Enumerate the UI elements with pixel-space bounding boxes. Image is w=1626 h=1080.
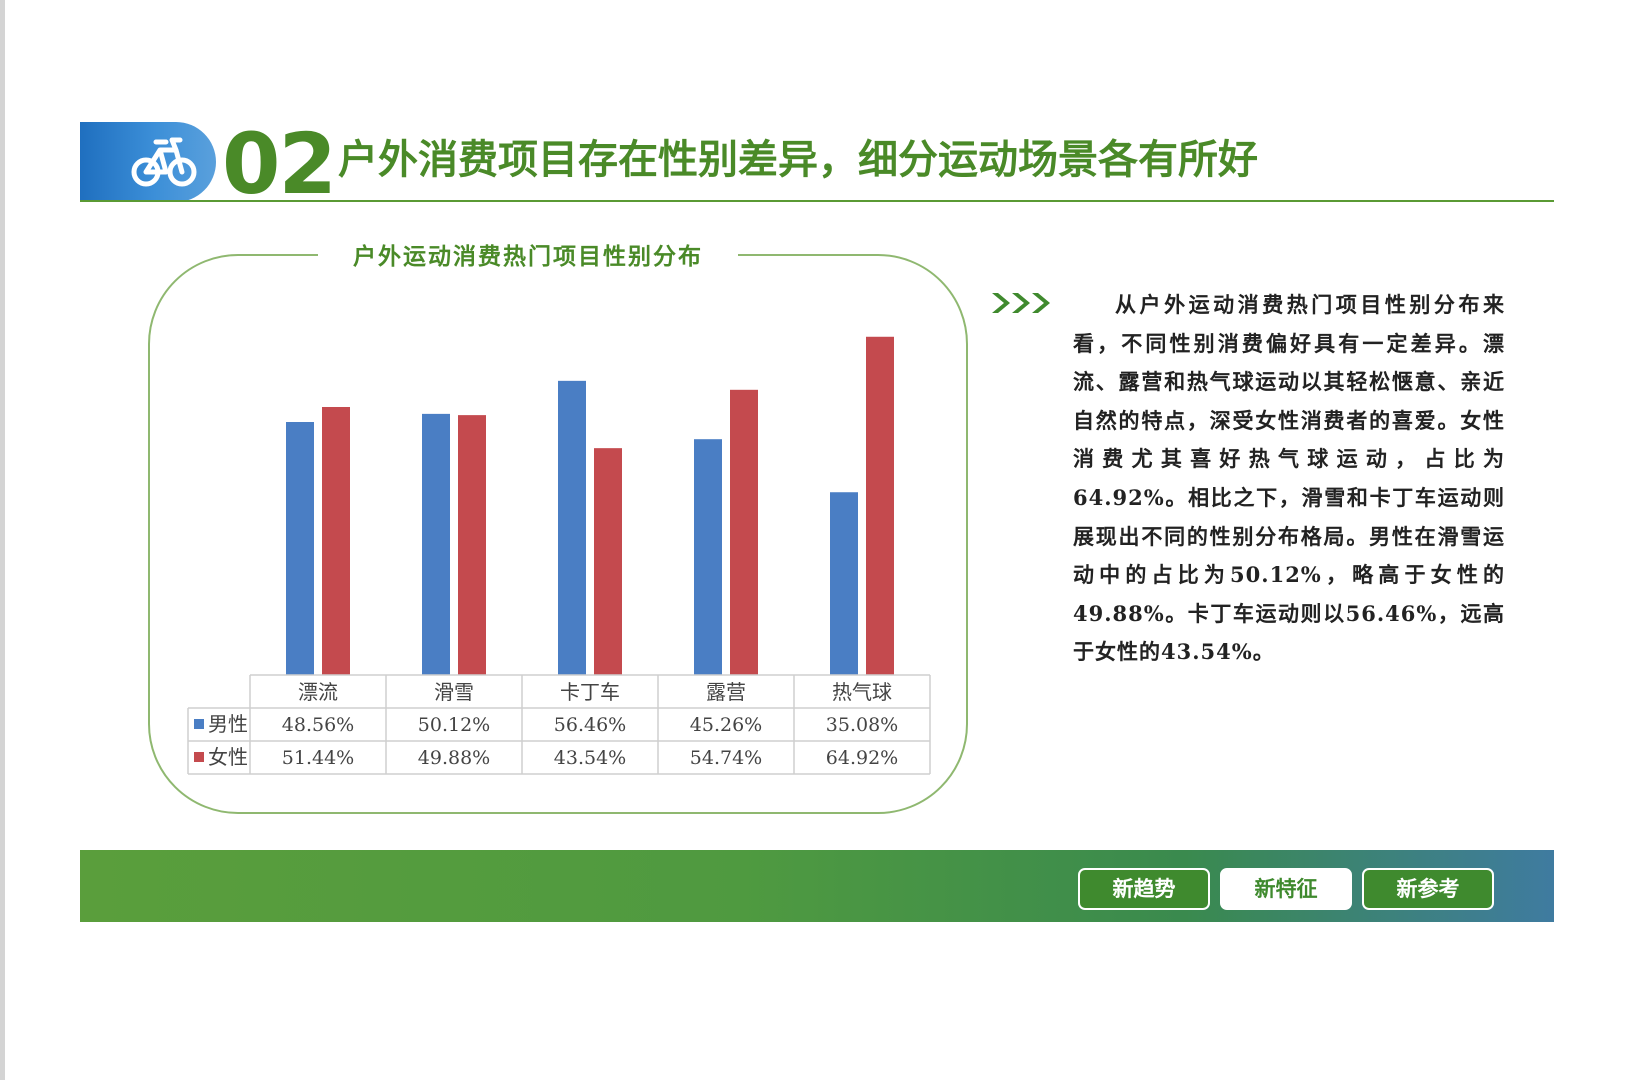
bar-male-0 xyxy=(286,422,314,675)
description-text: 从户外运动消费热门项目性别分布来看，不同性别消费偏好具有一定差异。漂流、露营和热… xyxy=(1073,292,1505,665)
category-label-2: 卡丁车 xyxy=(560,680,620,704)
legend-swatch-male xyxy=(194,719,204,729)
data-label-male-0: 48.56% xyxy=(282,714,354,736)
legend-label-female: 女性 xyxy=(208,745,248,769)
data-label-female-2: 43.54% xyxy=(554,747,626,769)
data-label-male-1: 50.12% xyxy=(418,714,490,736)
triple-chevron-icon xyxy=(992,293,1050,313)
data-label-male-3: 45.26% xyxy=(690,714,762,736)
bar-female-1 xyxy=(458,415,486,675)
section-number: 02 xyxy=(222,115,337,213)
chart-title: 户外运动消费热门项目性别分布 xyxy=(353,243,703,270)
new-features-button[interactable]: 新特征 xyxy=(1220,868,1352,910)
new-reference-button[interactable]: 新参考 xyxy=(1362,868,1494,910)
data-label-female-0: 51.44% xyxy=(282,747,354,769)
bar-female-4 xyxy=(866,336,894,675)
bicycle-icon xyxy=(131,137,197,187)
data-label-male-4: 35.08% xyxy=(826,714,898,736)
category-label-3: 露营 xyxy=(706,680,746,704)
category-label-4: 热气球 xyxy=(832,680,892,704)
bar-male-4 xyxy=(830,492,858,675)
page-title: 户外消费项目存在性别差异，细分运动场景各有所好 xyxy=(338,137,1258,183)
legend-swatch-female xyxy=(194,752,204,762)
bar-female-3 xyxy=(730,389,758,675)
header-badge xyxy=(80,122,216,202)
data-label-female-1: 49.88% xyxy=(418,747,490,769)
new-trends-button[interactable]: 新趋势 xyxy=(1078,868,1210,910)
bar-female-2 xyxy=(594,448,622,675)
header-divider xyxy=(80,200,1554,202)
chart-title-background xyxy=(318,238,738,276)
left-edge-strip xyxy=(0,0,5,1080)
bar-female-0 xyxy=(322,406,350,675)
data-label-female-4: 64.92% xyxy=(826,747,898,769)
bar-male-1 xyxy=(422,413,450,675)
bar-male-2 xyxy=(558,380,586,675)
category-label-1: 滑雪 xyxy=(434,680,474,704)
category-label-0: 漂流 xyxy=(298,680,338,704)
bar-male-3 xyxy=(694,439,722,675)
data-label-male-2: 56.46% xyxy=(554,714,626,736)
legend-label-male: 男性 xyxy=(208,712,248,736)
data-label-female-3: 54.74% xyxy=(690,747,762,769)
